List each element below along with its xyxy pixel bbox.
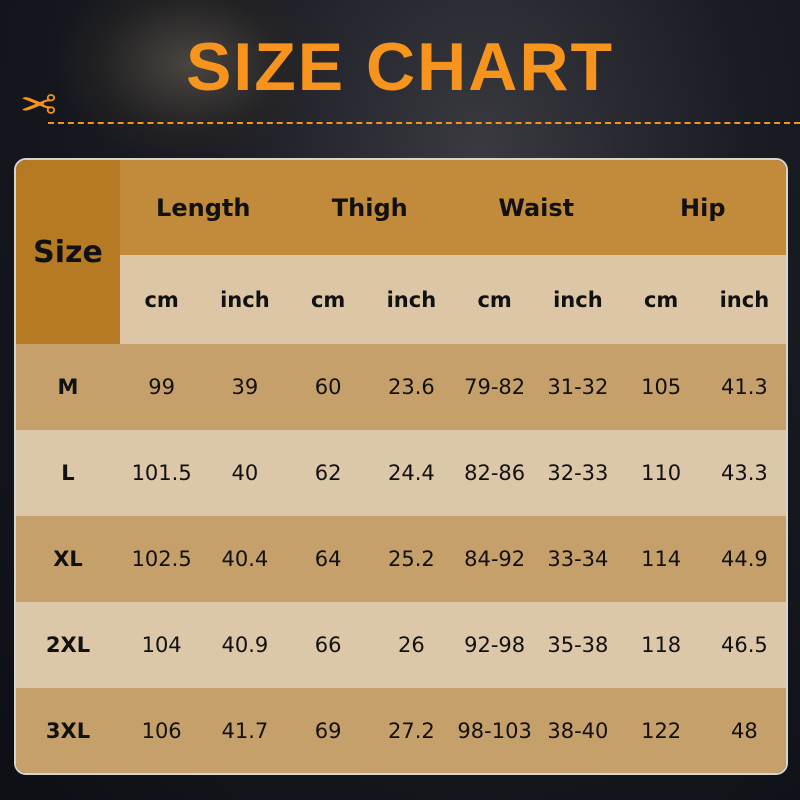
value-cell: 44.9 bbox=[702, 516, 786, 602]
dashed-cut-line bbox=[48, 122, 800, 124]
value-cell: 79-82 bbox=[453, 344, 537, 430]
value-cell: 102.5 bbox=[120, 516, 204, 602]
value-cell: 60 bbox=[286, 344, 370, 430]
value-cell: 24.4 bbox=[369, 430, 453, 516]
table-row: M 99 39 60 23.6 79-82 31-32 105 41.3 bbox=[16, 344, 786, 430]
value-cell: 82-86 bbox=[453, 430, 537, 516]
table-row: XL 102.5 40.4 64 25.2 84-92 33-34 114 44.9 bbox=[16, 516, 786, 602]
value-cell: 40.9 bbox=[203, 602, 287, 688]
size-cell: M bbox=[16, 344, 120, 430]
value-cell: 48 bbox=[702, 688, 786, 773]
value-cell: 43.3 bbox=[702, 430, 786, 516]
table-row: 2XL 104 40.9 66 26 92-98 35-38 118 46.5 bbox=[16, 602, 786, 688]
value-cell: 98-103 bbox=[453, 688, 537, 773]
unit-header: cm bbox=[120, 255, 204, 344]
table-row: L 101.5 40 62 24.4 82-86 32-33 110 43.3 bbox=[16, 430, 786, 516]
value-cell: 105 bbox=[619, 344, 703, 430]
value-cell: 66 bbox=[286, 602, 370, 688]
group-header-waist: Waist bbox=[453, 160, 620, 255]
value-cell: 41.7 bbox=[203, 688, 287, 773]
value-cell: 62 bbox=[286, 430, 370, 516]
unit-header: inch bbox=[702, 255, 786, 344]
value-cell: 110 bbox=[619, 430, 703, 516]
value-cell: 69 bbox=[286, 688, 370, 773]
value-cell: 32-33 bbox=[536, 430, 620, 516]
size-cell: L bbox=[16, 430, 120, 516]
value-cell: 31-32 bbox=[536, 344, 620, 430]
value-cell: 118 bbox=[619, 602, 703, 688]
value-cell: 84-92 bbox=[453, 516, 537, 602]
unit-header: cm bbox=[619, 255, 703, 344]
value-cell: 104 bbox=[120, 602, 204, 688]
group-header-thigh: Thigh bbox=[286, 160, 453, 255]
value-cell: 114 bbox=[619, 516, 703, 602]
value-cell: 122 bbox=[619, 688, 703, 773]
group-header-length: Length bbox=[120, 160, 287, 255]
value-cell: 35-38 bbox=[536, 602, 620, 688]
value-cell: 40 bbox=[203, 430, 287, 516]
group-header-hip: Hip bbox=[619, 160, 786, 255]
value-cell: 99 bbox=[120, 344, 204, 430]
value-cell: 106 bbox=[120, 688, 204, 773]
size-header: Size bbox=[16, 160, 120, 344]
size-cell: XL bbox=[16, 516, 120, 602]
unit-header: cm bbox=[453, 255, 537, 344]
value-cell: 25.2 bbox=[369, 516, 453, 602]
value-cell: 92-98 bbox=[453, 602, 537, 688]
size-chart-table: Size Length Thigh Waist Hip cm inch cm inch… bbox=[14, 158, 788, 775]
value-cell: 23.6 bbox=[369, 344, 453, 430]
unit-header: inch bbox=[536, 255, 620, 344]
value-cell: 46.5 bbox=[702, 602, 786, 688]
page-title: SIZE CHART bbox=[186, 29, 614, 105]
value-cell: 27.2 bbox=[369, 688, 453, 773]
value-cell: 39 bbox=[203, 344, 287, 430]
value-cell: 101.5 bbox=[120, 430, 204, 516]
value-cell: 40.4 bbox=[203, 516, 287, 602]
value-cell: 38-40 bbox=[536, 688, 620, 773]
size-cell: 2XL bbox=[16, 602, 120, 688]
table-row: 3XL 106 41.7 69 27.2 98-103 38-40 122 48 bbox=[16, 688, 786, 773]
size-cell: 3XL bbox=[16, 688, 120, 773]
unit-header: inch bbox=[203, 255, 287, 344]
value-cell: 41.3 bbox=[702, 344, 786, 430]
value-cell: 26 bbox=[369, 602, 453, 688]
value-cell: 64 bbox=[286, 516, 370, 602]
unit-header: cm bbox=[286, 255, 370, 344]
unit-header: inch bbox=[369, 255, 453, 344]
background-photo bbox=[60, 0, 320, 160]
value-cell: 33-34 bbox=[536, 516, 620, 602]
